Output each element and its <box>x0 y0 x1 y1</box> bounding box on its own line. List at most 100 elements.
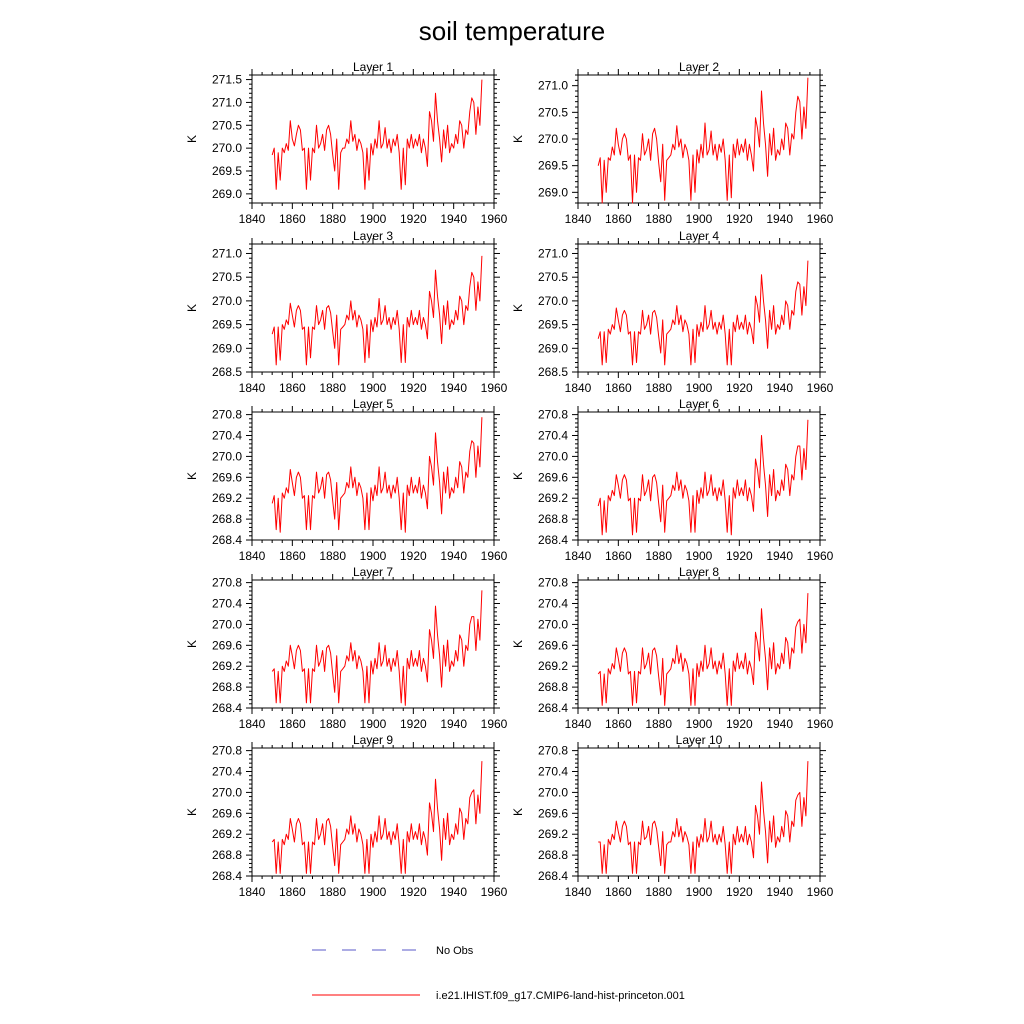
x-tick-label: 1880 <box>319 212 346 226</box>
y-tick-label: 268.5 <box>538 365 568 379</box>
plot-frame <box>251 579 495 709</box>
y-tick-label: 269.0 <box>212 187 242 201</box>
y-axis-label: K <box>511 135 525 143</box>
panel-title: Layer 10 <box>676 733 723 747</box>
x-tick-label: 1920 <box>726 885 753 899</box>
panels-grid: Layer 1 1840 1860 1880 1900 1920 1940 1960 271.5… <box>185 60 834 899</box>
x-tick-label: 1880 <box>319 885 346 899</box>
y-tick-label: 268.4 <box>538 869 568 883</box>
y-tick-label: 270.0 <box>212 617 242 631</box>
x-tick-label: 1960 <box>807 885 834 899</box>
x-tick-label: 1860 <box>279 381 306 395</box>
panel-layer-10: Layer 10 1840 1860 1880 1900 1920 1940 1960 270.… <box>511 733 834 899</box>
y-tick-label: 270.8 <box>538 744 568 758</box>
y-tick-label: 270.8 <box>212 744 242 758</box>
x-tick-label: 1880 <box>319 717 346 731</box>
x-tick-label: 1920 <box>400 381 427 395</box>
x-tick-label: 1900 <box>686 885 713 899</box>
series-line <box>271 79 483 190</box>
x-tick-label: 1860 <box>605 717 632 731</box>
x-tick-label: 1840 <box>565 381 592 395</box>
x-tick-label: 1840 <box>239 717 266 731</box>
y-tick-label: 271.0 <box>212 95 242 109</box>
x-tick-label: 1900 <box>360 885 387 899</box>
y-tick-label: 268.4 <box>212 701 242 715</box>
panel-layer-7: Layer 7 1840 1860 1880 1900 1920 1940 1960 270.8… <box>185 565 508 731</box>
y-tick-label: 269.6 <box>212 806 242 820</box>
y-tick-label: 270.5 <box>538 105 568 119</box>
x-tick-label: 1840 <box>565 549 592 563</box>
panel-title: Layer 2 <box>679 60 719 74</box>
y-tick-label: 270.0 <box>212 141 242 155</box>
panel-layer-9: Layer 9 1840 1860 1880 1900 1920 1940 1960 270.8… <box>185 733 508 899</box>
x-tick-label: 1860 <box>605 885 632 899</box>
y-tick-label: 270.4 <box>538 765 568 779</box>
y-tick-label: 271.5 <box>212 73 242 87</box>
x-tick-label: 1880 <box>319 549 346 563</box>
panel-title: Layer 9 <box>353 733 393 747</box>
x-tick-label: 1860 <box>605 212 632 226</box>
panel-title: Layer 1 <box>353 60 393 74</box>
y-tick-label: 271.0 <box>212 246 242 260</box>
series-line <box>597 77 809 204</box>
x-tick-label: 1860 <box>279 549 306 563</box>
y-tick-label: 270.0 <box>212 449 242 463</box>
y-tick-label: 270.8 <box>212 408 242 422</box>
x-tick-label: 1960 <box>807 717 834 731</box>
panel-layer-1: Layer 1 1840 1860 1880 1900 1920 1940 1960 271.5… <box>185 60 508 226</box>
x-tick-label: 1880 <box>645 885 672 899</box>
y-axis-label: K <box>185 472 199 480</box>
y-axis-label: K <box>185 304 199 312</box>
y-tick-label: 270.5 <box>538 270 568 284</box>
y-tick-label: 269.6 <box>538 470 568 484</box>
y-axis-label: K <box>511 304 525 312</box>
series-line <box>598 761 809 874</box>
y-tick-label: 268.8 <box>538 848 568 862</box>
series-line <box>597 260 809 366</box>
y-tick-label: 270.8 <box>212 576 242 590</box>
x-tick-label: 1900 <box>686 717 713 731</box>
x-tick-label: 1940 <box>440 717 467 731</box>
y-tick-label: 268.8 <box>538 512 568 526</box>
series-line <box>271 761 483 874</box>
x-tick-label: 1940 <box>766 212 793 226</box>
y-tick-label: 270.4 <box>212 597 242 611</box>
x-tick-label: 1860 <box>605 549 632 563</box>
x-tick-label: 1840 <box>239 885 266 899</box>
x-tick-label: 1940 <box>766 885 793 899</box>
y-tick-label: 268.8 <box>538 680 568 694</box>
plot-frame <box>251 747 495 877</box>
x-tick-label: 1880 <box>319 381 346 395</box>
y-tick-label: 270.5 <box>212 270 242 284</box>
x-tick-label: 1940 <box>766 549 793 563</box>
x-tick-label: 1960 <box>807 212 834 226</box>
y-tick-label: 269.0 <box>538 341 568 355</box>
x-tick-label: 1920 <box>400 717 427 731</box>
series-line <box>597 419 809 536</box>
y-tick-label: 268.8 <box>212 680 242 694</box>
figure-title: soil temperature <box>419 16 605 46</box>
x-tick-label: 1900 <box>360 549 387 563</box>
plot-frame <box>577 411 821 541</box>
y-axis-label: K <box>185 808 199 816</box>
series-line <box>271 255 483 366</box>
x-tick-label: 1960 <box>481 381 508 395</box>
legend: No Obs i.e21.IHIST.f09_g17.CMIP6-land-hi… <box>312 945 685 1002</box>
plot-frame <box>577 243 821 373</box>
x-tick-label: 1900 <box>686 381 713 395</box>
x-tick-label: 1940 <box>440 212 467 226</box>
x-tick-label: 1900 <box>686 549 713 563</box>
y-tick-label: 270.4 <box>212 765 242 779</box>
x-tick-label: 1960 <box>481 885 508 899</box>
x-tick-label: 1900 <box>360 717 387 731</box>
x-tick-label: 1960 <box>481 717 508 731</box>
x-tick-label: 1860 <box>279 212 306 226</box>
y-tick-label: 270.0 <box>538 617 568 631</box>
y-tick-label: 269.2 <box>212 659 242 673</box>
y-tick-label: 270.0 <box>212 785 242 799</box>
y-tick-label: 268.4 <box>538 533 568 547</box>
x-tick-label: 1940 <box>440 381 467 395</box>
series-line <box>271 417 483 533</box>
y-tick-label: 270.8 <box>538 576 568 590</box>
